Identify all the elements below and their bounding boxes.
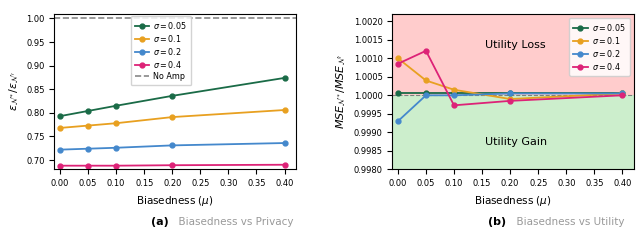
Text: (a): (a)	[151, 217, 169, 227]
$\sigma = 0.05$	[168, 95, 176, 97]
$\sigma = 0.2$	[618, 92, 626, 95]
$\sigma = 0.4$	[84, 164, 92, 167]
X-axis label: Biasedness ($\mu$): Biasedness ($\mu$)	[474, 194, 552, 208]
$\sigma = 0.05$	[112, 104, 120, 107]
$\sigma = 0.4$	[506, 99, 514, 102]
$\sigma = 0.05$	[394, 92, 402, 95]
$\sigma = 0.2$	[281, 142, 289, 144]
Line: $\sigma = 0.4$: $\sigma = 0.4$	[396, 48, 625, 108]
$\sigma = 0.05$	[506, 92, 514, 95]
$\sigma = 0.4$	[281, 163, 289, 166]
Line: $\sigma = 0.05$: $\sigma = 0.05$	[58, 76, 287, 119]
$\sigma = 0.2$	[56, 148, 64, 151]
Text: Utility Loss: Utility Loss	[485, 40, 546, 50]
$\sigma = 0.2$	[422, 94, 430, 97]
$\sigma = 0.2$	[112, 146, 120, 149]
Line: $\sigma = 0.4$: $\sigma = 0.4$	[58, 162, 287, 168]
$\sigma = 0.4$	[112, 164, 120, 167]
$\sigma = 0.1$	[281, 109, 289, 111]
Line: $\sigma = 0.1$: $\sigma = 0.1$	[58, 108, 287, 130]
$\sigma = 0.1$	[422, 79, 430, 82]
$\sigma = 0.1$	[618, 92, 626, 95]
$\sigma = 0.4$	[422, 49, 430, 52]
Y-axis label: $\varepsilon_{\mathcal{N}^*}/\varepsilon_{\mathcal{N}^\prime}$: $\varepsilon_{\mathcal{N}^*}/\varepsilon…	[7, 72, 20, 111]
Text: (b): (b)	[488, 217, 506, 227]
Line: $\sigma = 0.05$: $\sigma = 0.05$	[396, 91, 625, 96]
$\sigma = 0.4$	[450, 104, 458, 107]
Bar	[392, 95, 634, 169]
$\sigma = 0.2$	[450, 94, 458, 97]
$\sigma = 0.2$	[394, 120, 402, 123]
$\sigma = 0.1$	[56, 127, 64, 129]
$\sigma = 0.1$	[112, 122, 120, 125]
$\sigma = 0.05$	[56, 115, 64, 117]
Text: Utility Gain: Utility Gain	[484, 137, 547, 147]
$\sigma = 0.4$	[618, 94, 626, 97]
$\sigma = 0.2$	[506, 92, 514, 95]
$\sigma = 0.1$	[394, 57, 402, 60]
$\sigma = 0.4$	[56, 164, 64, 167]
$\sigma = 0.1$	[168, 116, 176, 118]
Line: $\sigma = 0.2$: $\sigma = 0.2$	[396, 91, 625, 124]
$\sigma = 0.05$	[422, 92, 430, 95]
$\sigma = 0.1$	[506, 98, 514, 100]
$\sigma = 0.05$	[281, 76, 289, 79]
$\sigma = 0.4$	[394, 63, 402, 65]
Line: $\sigma = 0.1$: $\sigma = 0.1$	[396, 56, 625, 101]
Y-axis label: $MSE_{\mathcal{N}^*}/MSE_{\mathcal{N}^\prime}$: $MSE_{\mathcal{N}^*}/MSE_{\mathcal{N}^\p…	[334, 54, 348, 129]
Bar	[392, 14, 634, 95]
X-axis label: Biasedness ($\mu$): Biasedness ($\mu$)	[136, 194, 214, 208]
$\sigma = 0.05$	[84, 109, 92, 112]
Line: $\sigma = 0.2$: $\sigma = 0.2$	[58, 141, 287, 152]
$\sigma = 0.1$	[450, 88, 458, 91]
Legend: $\sigma = 0.05$, $\sigma = 0.1$, $\sigma = 0.2$, $\sigma = 0.4$: $\sigma = 0.05$, $\sigma = 0.1$, $\sigma…	[569, 18, 630, 76]
$\sigma = 0.2$	[168, 144, 176, 147]
Legend: $\sigma = 0.05$, $\sigma = 0.1$, $\sigma = 0.2$, $\sigma = 0.4$, No Amp: $\sigma = 0.05$, $\sigma = 0.1$, $\sigma…	[131, 16, 191, 85]
$\sigma = 0.2$	[84, 147, 92, 150]
Text: Biasedness vs Privacy: Biasedness vs Privacy	[172, 217, 293, 227]
$\sigma = 0.05$	[618, 92, 626, 95]
Text: Biasedness vs Utility: Biasedness vs Utility	[509, 217, 624, 227]
$\sigma = 0.05$	[450, 92, 458, 95]
$\sigma = 0.1$	[84, 124, 92, 127]
$\sigma = 0.4$	[168, 164, 176, 166]
